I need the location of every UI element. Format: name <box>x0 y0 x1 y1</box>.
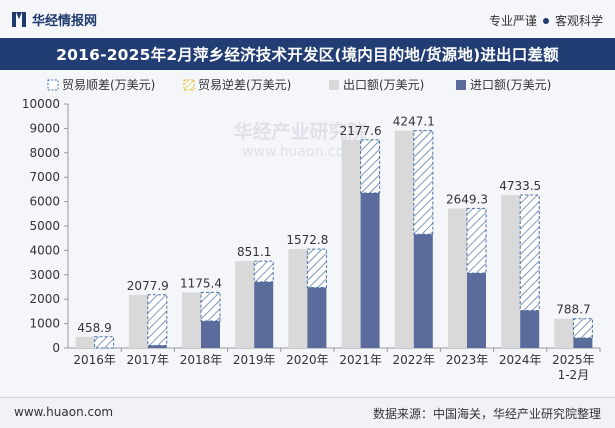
balance-data-label: 1175.4 <box>180 276 222 290</box>
y-tick-label: 6000 <box>29 195 60 209</box>
bar-export <box>448 208 467 348</box>
tagline-left: 专业严谨 <box>489 12 537 29</box>
x-tick-label: 2022年 <box>393 353 436 367</box>
y-tick-label: 5000 <box>29 219 60 233</box>
balance-data-label: 851.1 <box>237 245 271 259</box>
bar-import <box>201 321 220 348</box>
legend: 贸易顺差(万美元) 贸易逆差(万美元) 出口额(万美元) 进口额(万美元) <box>48 77 551 92</box>
bar-import <box>254 282 273 348</box>
legend-swatch-deficit <box>184 80 194 90</box>
bar-import <box>307 288 326 348</box>
y-tick-label: 1000 <box>29 317 60 331</box>
x-tick-label: 1-2月 <box>558 368 590 382</box>
top-bar: 华经情报网 专业严谨 客观科学 <box>0 0 615 38</box>
bar-export <box>501 195 520 348</box>
legend-label-import: 进口额(万美元) <box>470 78 551 92</box>
legend-item-surplus[interactable]: 贸易顺差(万美元) <box>48 78 155 92</box>
legend-item-export[interactable]: 出口额(万美元) <box>329 78 424 92</box>
legend-label-surplus: 贸易顺差(万美元) <box>62 78 155 92</box>
balance-data-label: 458.9 <box>77 321 111 335</box>
bar-export <box>554 319 573 348</box>
footer-website[interactable]: www.huaon.com <box>14 405 113 419</box>
x-tick-label: 2019年 <box>233 353 276 367</box>
balance-data-label: 4733.5 <box>499 179 541 193</box>
bar-balance-deficit <box>520 195 539 310</box>
tagline: 专业严谨 客观科学 <box>489 12 603 29</box>
bar-export <box>288 249 307 348</box>
footer: www.huaon.com 数据来源：中国海关，华经产业研究院整理 <box>0 397 615 428</box>
brand-name: 华经情报网 <box>32 10 97 29</box>
bar-import <box>414 234 433 348</box>
x-tick-label: 2025年 <box>552 353 595 367</box>
x-tick-label: 2024年 <box>499 353 542 367</box>
bar-balance-deficit <box>307 249 326 287</box>
tagline-right: 客观科学 <box>555 12 603 29</box>
x-tick-label: 2023年 <box>446 353 489 367</box>
y-tick-label: 8000 <box>29 146 60 160</box>
bar-export <box>182 292 201 348</box>
watermark-url: www.huaon.com <box>242 144 358 160</box>
legend-item-import[interactable]: 进口额(万美元) <box>456 78 551 92</box>
y-tick-label: 10000 <box>22 97 60 111</box>
legend-swatch-import <box>456 80 466 90</box>
balance-data-label: 1572.8 <box>286 233 328 247</box>
bar-balance-deficit <box>467 208 486 273</box>
chart-svg: 贸易顺差(万美元) 贸易逆差(万美元) 出口额(万美元) 进口额(万美元) 华经… <box>0 70 615 397</box>
footer-source: 数据来源：中国海关，华经产业研究院整理 <box>373 405 601 422</box>
bar-balance-deficit <box>414 131 433 235</box>
y-tick-label: 0 <box>52 341 60 355</box>
balance-data-label: 2077.9 <box>127 279 169 293</box>
balance-data-label: 4247.1 <box>393 115 435 129</box>
bar-export <box>235 261 254 348</box>
bar-balance-deficit <box>361 140 380 193</box>
y-tick-label: 7000 <box>29 170 60 184</box>
bar-import <box>520 311 539 348</box>
bar-export <box>342 140 361 348</box>
legend-label-deficit: 贸易逆差(万美元) <box>198 77 291 92</box>
x-tick-label: 2020年 <box>286 353 329 367</box>
bar-balance-deficit <box>201 292 220 321</box>
x-tick-label: 2021年 <box>339 353 382 367</box>
bar-export <box>76 337 95 348</box>
bar-import <box>573 338 592 348</box>
legend-label-export: 出口额(万美元) <box>343 78 424 92</box>
legend-item-deficit[interactable]: 贸易逆差(万美元) <box>184 77 291 92</box>
y-tick-label: 3000 <box>29 268 60 282</box>
bar-balance-deficit <box>95 337 114 348</box>
bar-import <box>361 193 380 348</box>
balance-data-label: 2649.3 <box>446 192 488 206</box>
y-tick-label: 2000 <box>29 292 60 306</box>
brand-logo-icon <box>12 12 26 27</box>
bar-export <box>129 295 148 348</box>
x-tick-label: 2018年 <box>180 353 223 367</box>
bar-export <box>395 131 414 348</box>
x-tick-label: 2016年 <box>73 353 116 367</box>
bar-balance-deficit <box>148 295 167 346</box>
bar-balance-deficit <box>573 319 592 338</box>
separator-dot-icon <box>543 18 549 24</box>
bar-balance-deficit <box>254 261 273 282</box>
balance-data-label: 788.7 <box>556 303 590 317</box>
balance-data-label: 2177.6 <box>340 124 382 138</box>
y-tick-label: 4000 <box>29 243 60 257</box>
chart-area: 贸易顺差(万美元) 贸易逆差(万美元) 出口额(万美元) 进口额(万美元) 华经… <box>0 70 615 397</box>
y-tick-label: 9000 <box>29 121 60 135</box>
chart-title: 2016-2025年2月萍乡经济技术开发区(境内目的地/货源地)进出口差额 <box>0 38 615 70</box>
bar-import <box>467 273 486 348</box>
legend-swatch-surplus <box>48 80 58 90</box>
legend-swatch-export <box>329 80 339 90</box>
x-tick-label: 2017年 <box>127 353 170 367</box>
brand-logo[interactable]: 华经情报网 <box>12 10 97 29</box>
